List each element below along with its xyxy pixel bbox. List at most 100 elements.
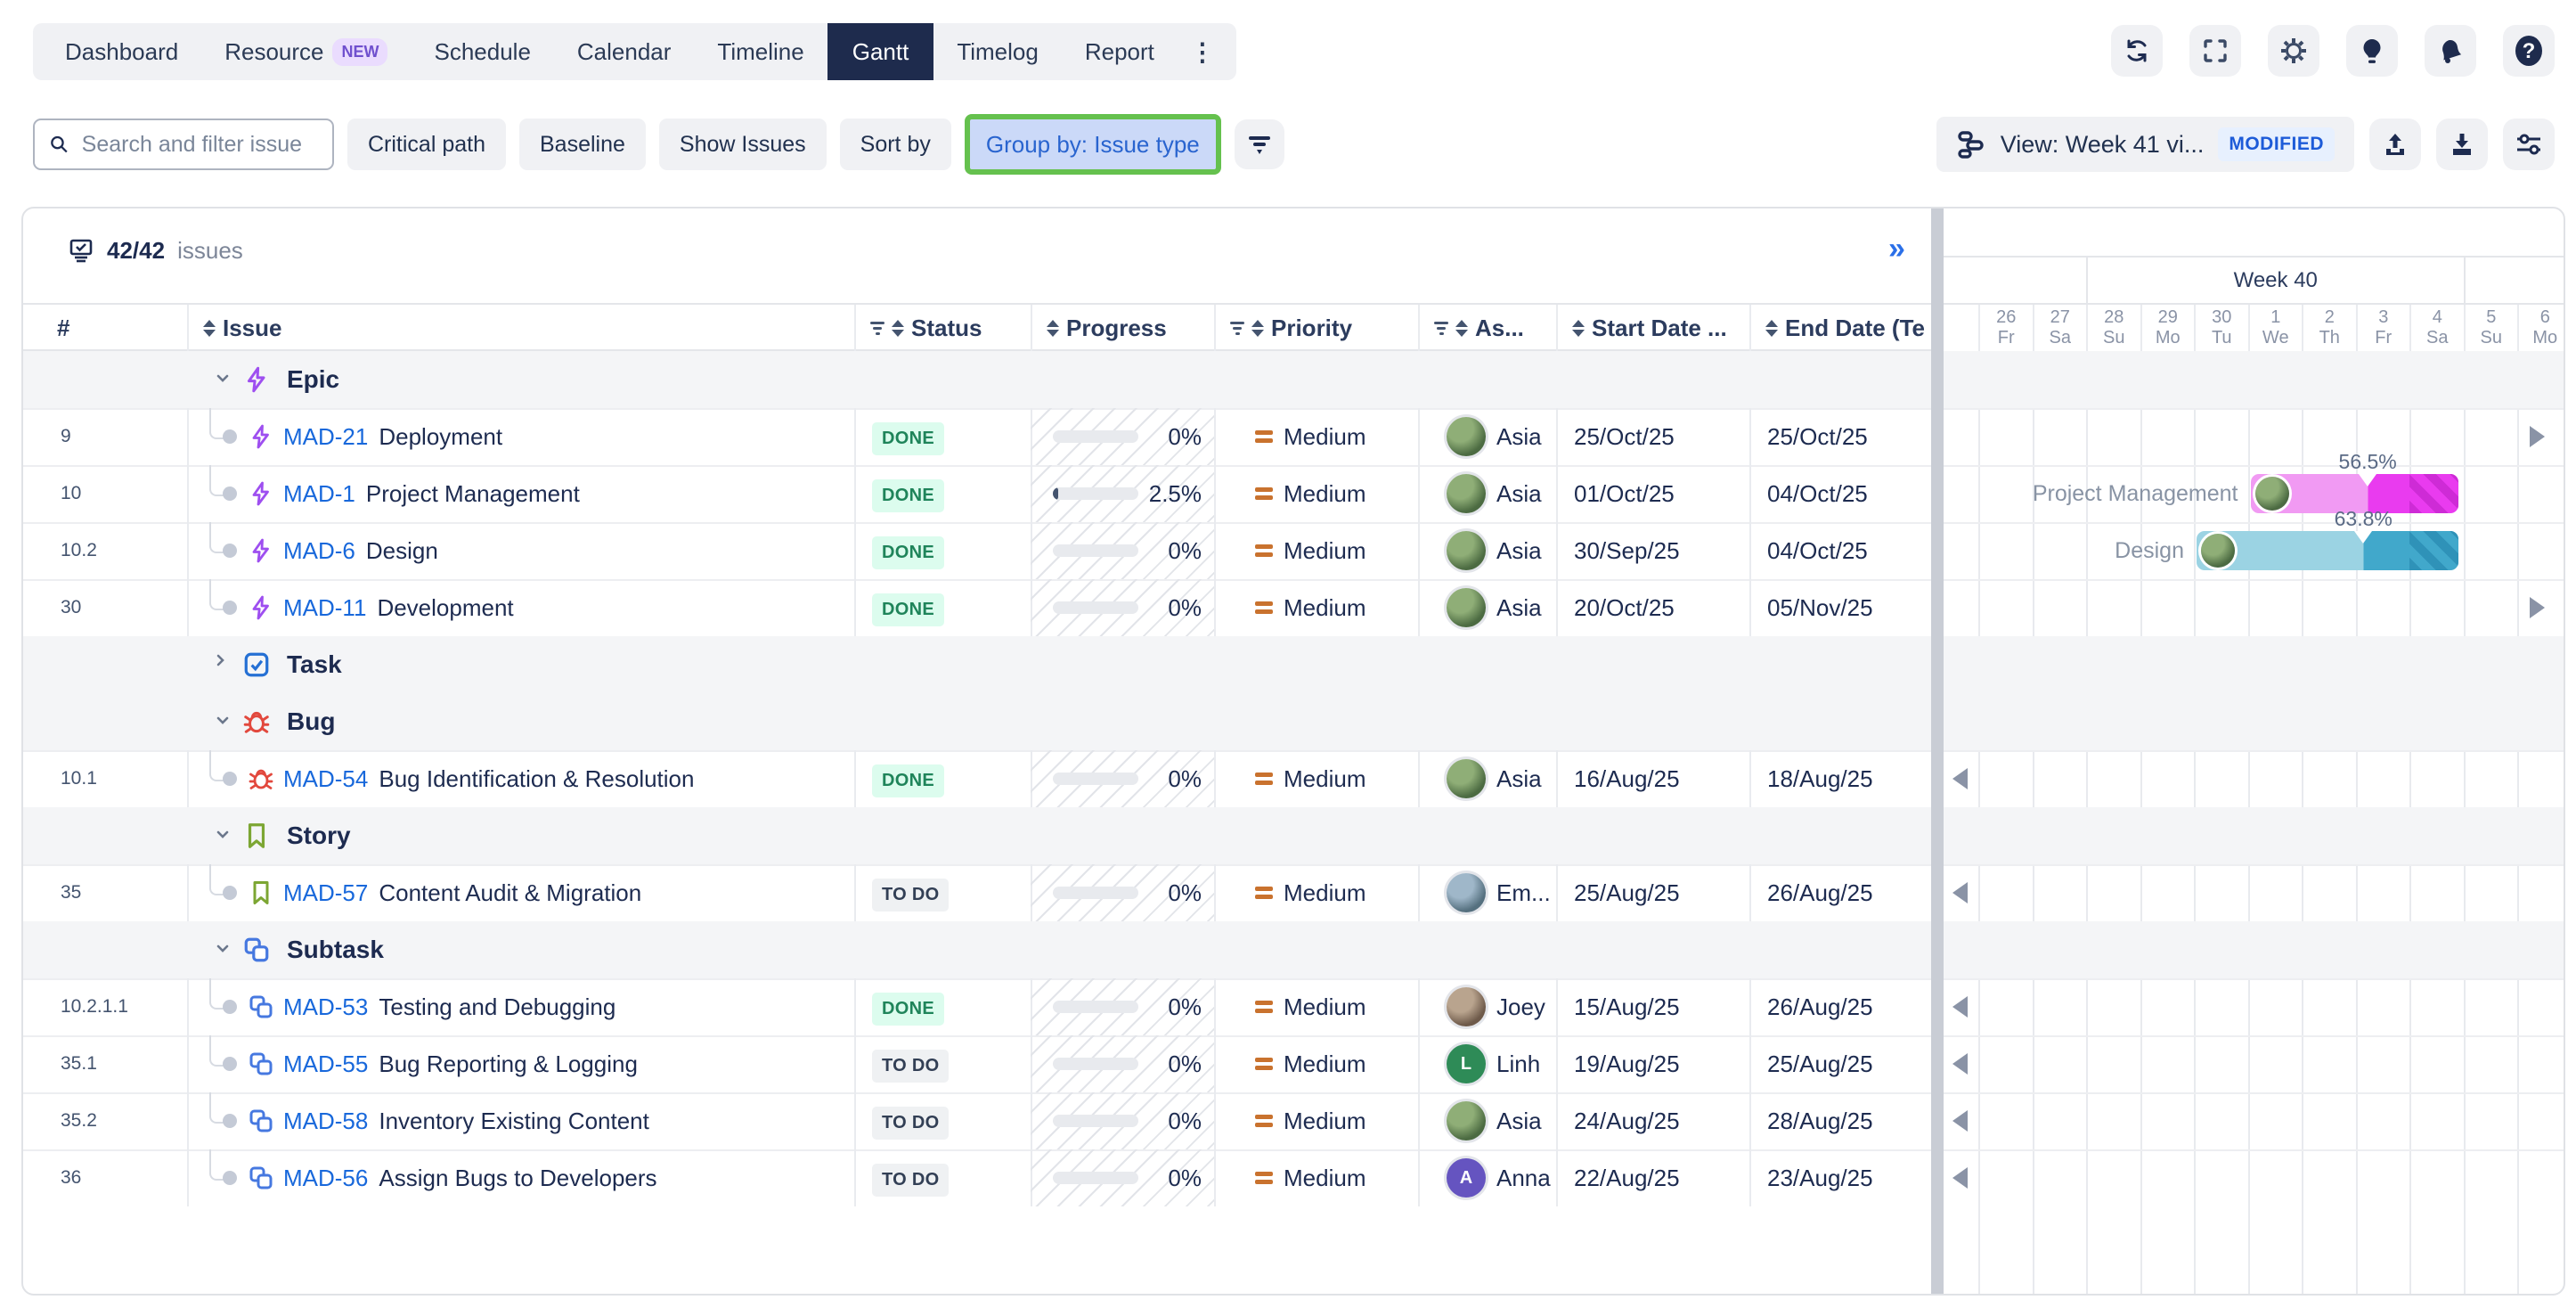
- issue-key-link[interactable]: MAD-21: [283, 422, 369, 450]
- progress-cell[interactable]: 0%: [1031, 1035, 1214, 1092]
- refresh-button[interactable]: [2111, 25, 2163, 77]
- issue-key-link[interactable]: MAD-53: [283, 993, 369, 1020]
- table-row[interactable]: 36 MAD-56 Assign Bugs to Developers TO DO 0%…: [23, 1149, 1931, 1206]
- issue-key-link[interactable]: MAD-57: [283, 879, 369, 906]
- drag-handle-dot[interactable]: [223, 772, 237, 786]
- status-badge[interactable]: TO DO: [872, 1107, 950, 1140]
- progress-cell[interactable]: 0%: [1031, 408, 1214, 465]
- status-badge[interactable]: DONE: [872, 479, 944, 512]
- group-row[interactable]: Story: [23, 807, 1931, 864]
- start-date-cell[interactable]: 25/Oct/25: [1574, 422, 1675, 450]
- column-header-startdate[interactable]: Start Date ...: [1556, 305, 1749, 351]
- critical-path-button[interactable]: Critical path: [347, 119, 506, 170]
- group-row[interactable]: Task: [23, 636, 1931, 693]
- progress-cell[interactable]: 0%: [1031, 1092, 1214, 1149]
- export-button[interactable]: [2436, 119, 2488, 170]
- assignee-cell[interactable]: Asia: [1439, 522, 1542, 579]
- group-row[interactable]: Bug: [23, 693, 1931, 750]
- table-row[interactable]: 35.2 MAD-58 Inventory Existing Content TO D…: [23, 1092, 1931, 1149]
- end-date-cell[interactable]: 18/Aug/25: [1767, 764, 1873, 792]
- column-header-progress[interactable]: Progress: [1031, 305, 1214, 351]
- sort-icon[interactable]: [1455, 319, 1468, 337]
- sort-by-button[interactable]: Sort by: [839, 119, 951, 170]
- sort-icon[interactable]: [892, 319, 904, 337]
- panel-divider-scrollbar[interactable]: [1931, 208, 1944, 1294]
- filter-icon[interactable]: [870, 321, 884, 335]
- chevron-down-icon[interactable]: [214, 711, 232, 733]
- end-date-cell[interactable]: 04/Oct/25: [1767, 479, 1868, 507]
- assignee-cell[interactable]: Asia: [1439, 579, 1542, 636]
- search-box[interactable]: [33, 119, 334, 170]
- status-badge[interactable]: TO DO: [872, 1050, 950, 1083]
- assignee-cell[interactable]: Em...: [1439, 864, 1551, 921]
- sort-icon[interactable]: [1765, 319, 1778, 337]
- group-row[interactable]: Subtask: [23, 921, 1931, 978]
- table-row[interactable]: 9 MAD-21 Deployment DONE 0% Medium Asia 25/Oct/…: [23, 408, 1931, 465]
- column-header-priority[interactable]: Priority: [1214, 305, 1418, 351]
- nav-item-dashboard[interactable]: Dashboard: [42, 23, 201, 80]
- nav-item-resource[interactable]: Resource NEW: [201, 23, 411, 80]
- issue-key-link[interactable]: MAD-6: [283, 536, 355, 564]
- sort-icon[interactable]: [1251, 319, 1264, 337]
- start-date-cell[interactable]: 01/Oct/25: [1574, 479, 1675, 507]
- drag-handle-dot[interactable]: [223, 1171, 237, 1185]
- priority-cell[interactable]: Medium: [1235, 522, 1365, 579]
- show-issues-button[interactable]: Show Issues: [658, 119, 827, 170]
- end-date-cell[interactable]: 04/Oct/25: [1767, 536, 1868, 564]
- end-date-cell[interactable]: 25/Oct/25: [1767, 422, 1868, 450]
- status-badge[interactable]: TO DO: [872, 879, 950, 912]
- group-row[interactable]: Epic: [23, 351, 1931, 408]
- search-input[interactable]: [79, 130, 318, 159]
- end-date-cell[interactable]: 05/Nov/25: [1767, 593, 1873, 621]
- priority-cell[interactable]: Medium: [1235, 750, 1365, 807]
- issue-key-link[interactable]: MAD-54: [283, 764, 369, 792]
- assignee-cell[interactable]: Asia: [1439, 1092, 1542, 1149]
- tips-button[interactable]: [2346, 25, 2398, 77]
- table-row[interactable]: 30 MAD-11 Development DONE 0% Medium Asia 20/Oc…: [23, 579, 1931, 636]
- drag-handle-dot[interactable]: [223, 486, 237, 501]
- day-header-cell[interactable]: 28 Su: [2086, 305, 2140, 351]
- day-header-cell[interactable]: 4 Sa: [2409, 305, 2464, 351]
- sort-icon[interactable]: [1047, 319, 1059, 337]
- end-date-cell[interactable]: 25/Aug/25: [1767, 1050, 1873, 1077]
- table-row[interactable]: 10 MAD-1 Project Management DONE 2.5% Medium A…: [23, 465, 1931, 522]
- drag-handle-dot[interactable]: [223, 1057, 237, 1071]
- nav-item-gantt[interactable]: Gantt: [827, 23, 934, 80]
- status-badge[interactable]: DONE: [872, 764, 944, 797]
- bar-offscreen-left-marker[interactable]: [1952, 1053, 1968, 1075]
- end-date-cell[interactable]: 26/Aug/25: [1767, 993, 1873, 1020]
- avatar[interactable]: [1447, 759, 1486, 798]
- chevron-down-icon[interactable]: [214, 825, 232, 847]
- progress-cell[interactable]: 0%: [1031, 750, 1214, 807]
- group-by-button[interactable]: Group by: Issue type: [964, 114, 1221, 175]
- table-row[interactable]: 35.1 MAD-55 Bug Reporting & Logging TO DO 0%…: [23, 1035, 1931, 1092]
- filter-button[interactable]: [1234, 119, 1284, 169]
- priority-cell[interactable]: Medium: [1235, 1092, 1365, 1149]
- progress-cell[interactable]: 0%: [1031, 1149, 1214, 1206]
- start-date-cell[interactable]: 16/Aug/25: [1574, 764, 1680, 792]
- sort-icon[interactable]: [1572, 319, 1585, 337]
- issue-key-link[interactable]: MAD-1: [283, 479, 355, 507]
- avatar[interactable]: [1447, 474, 1486, 513]
- day-header-cell[interactable]: 3 Fr: [2355, 305, 2410, 351]
- column-header-[interactable]: #: [23, 305, 187, 351]
- avatar[interactable]: [1447, 588, 1486, 627]
- chevron-right-icon[interactable]: [214, 654, 232, 676]
- assignee-cell[interactable]: A Anna: [1439, 1149, 1551, 1206]
- priority-cell[interactable]: Medium: [1235, 978, 1365, 1035]
- issue-key-link[interactable]: MAD-58: [283, 1107, 369, 1134]
- filter-icon[interactable]: [1230, 321, 1244, 335]
- nav-item-report[interactable]: Report: [1062, 23, 1178, 80]
- table-row[interactable]: 10.2 MAD-6 Design DONE 0% Medium Asia 30/Sep/25…: [23, 522, 1931, 579]
- status-badge[interactable]: TO DO: [872, 1164, 950, 1197]
- drag-handle-dot[interactable]: [223, 429, 237, 444]
- assignee-cell[interactable]: Joey: [1439, 978, 1545, 1035]
- day-header-cell[interactable]: 1 We: [2247, 305, 2303, 351]
- filter-icon[interactable]: [1434, 321, 1448, 335]
- nav-item-timelog[interactable]: Timelog: [933, 23, 1062, 80]
- column-header-as[interactable]: As...: [1418, 305, 1556, 351]
- day-header-cell[interactable]: 27 Sa: [2032, 305, 2087, 351]
- settings-button[interactable]: [2268, 25, 2319, 77]
- issue-key-link[interactable]: MAD-56: [283, 1164, 369, 1191]
- bar-assignee-avatar[interactable]: [2254, 477, 2289, 511]
